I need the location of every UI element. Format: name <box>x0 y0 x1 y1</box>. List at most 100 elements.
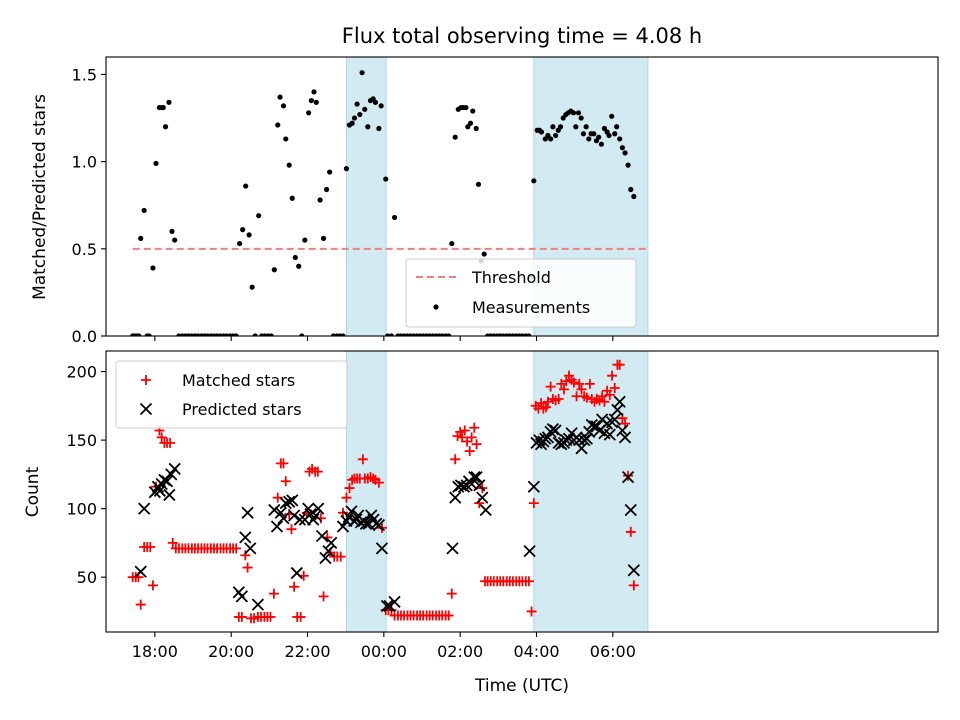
predicted-stars-point <box>345 505 358 518</box>
matched-stars-point <box>581 392 592 403</box>
measurement-point <box>249 284 255 290</box>
measurement-point <box>327 169 333 175</box>
bottom-y-tick-label: 50 <box>77 568 97 587</box>
measurement-point <box>619 145 625 151</box>
measurement-point <box>268 333 274 336</box>
matched-stars-point <box>135 599 146 610</box>
bottom-y-tick-label: 200 <box>66 363 97 382</box>
x-tick-label: 18:00 <box>132 642 178 661</box>
measurement-point <box>467 120 474 126</box>
predicted-stars-point <box>325 536 338 550</box>
top-plot-area <box>130 70 648 336</box>
matched-stars-point <box>628 580 639 591</box>
matched-stars-point <box>471 439 482 450</box>
predicted-stars-point <box>370 517 383 530</box>
matched-stars-point <box>614 359 625 370</box>
predicted-stars-point <box>235 590 249 603</box>
matched-stars-point <box>167 537 178 548</box>
predicted-stars-point <box>446 542 459 555</box>
flux-ratio-panel: 0.0 0.5 1.0 1.5 Threshold Measurements <box>72 56 939 346</box>
predicted-stars-point <box>449 491 462 504</box>
predicted-stars-point <box>168 462 181 476</box>
predicted-stars-point <box>277 512 290 525</box>
measurement-point <box>311 89 317 95</box>
figure-title: Flux total observing time = 4.08 h <box>342 24 702 48</box>
predicted-stars-point <box>621 470 635 484</box>
matched-stars-point <box>625 526 636 537</box>
matched-stars-point <box>455 426 466 437</box>
measurement-point <box>628 186 634 193</box>
measurement-point <box>359 70 365 76</box>
measurement-point <box>596 134 602 140</box>
measurement-point <box>475 181 482 187</box>
measurement-point <box>146 333 152 336</box>
bottom-shaded-interval-0 <box>345 350 387 633</box>
measurement-point <box>138 235 144 241</box>
measurement-point <box>376 125 382 132</box>
matched-stars-point <box>295 611 306 622</box>
matched-stars-point <box>289 581 300 592</box>
measurement-point <box>598 141 604 147</box>
predicted-stars-point <box>315 529 329 543</box>
top-shaded-interval-0 <box>345 56 387 337</box>
predicted-stars-point <box>611 403 624 417</box>
predicted-stars-point <box>138 502 151 515</box>
predicted-stars-point <box>251 598 265 611</box>
matched-stars-point <box>599 396 610 407</box>
matched-stars-point <box>312 466 323 477</box>
measurement-point <box>591 131 597 137</box>
measurement-point <box>531 178 537 184</box>
x-tick-label: 00:00 <box>361 642 407 661</box>
measurement-point <box>317 197 323 203</box>
measurement-point <box>552 132 559 139</box>
measurement-point <box>306 110 312 116</box>
measurement-point <box>252 333 258 336</box>
measurement-point <box>340 333 346 336</box>
predicted-stars-point <box>312 502 325 515</box>
predicted-stars-point <box>527 480 540 493</box>
matched-stars-point <box>558 384 569 395</box>
predicted-stars-point <box>616 424 629 437</box>
predicted-stars-point <box>375 542 389 555</box>
top-y-tick-label: 0.5 <box>72 240 97 259</box>
predicted-stars-point <box>580 432 594 445</box>
measurement-point <box>586 136 592 142</box>
measurement-point <box>286 162 292 168</box>
measurement-point <box>383 176 389 182</box>
matched-stars-point <box>156 432 167 443</box>
predicted-stars-point <box>372 518 386 532</box>
predicted-stars-point <box>244 542 257 555</box>
top-y-tick-label: 1.0 <box>72 153 97 172</box>
matched-stars-point <box>278 458 289 469</box>
measurement-point <box>172 237 178 243</box>
matched-stars-point <box>236 611 247 622</box>
matched-stars-point <box>344 483 355 494</box>
measurement-point <box>256 213 262 219</box>
measurement-point <box>388 333 395 336</box>
measurement-point <box>578 115 584 121</box>
predicted-stars-point <box>578 433 591 447</box>
measurement-point <box>292 254 298 261</box>
measurement-point <box>452 134 458 140</box>
matched-stars-point <box>526 606 537 617</box>
predicted-stars-point <box>165 468 178 481</box>
measurement-point <box>246 232 252 238</box>
matched-stars-point <box>347 474 358 485</box>
predicted-stars-point <box>618 431 632 444</box>
bottom-axes-frame <box>105 350 939 633</box>
measurement-point <box>160 104 166 111</box>
star-count-panel: 50 100 150 200 18:00 20:00 22:00 00:00 02:00 04:0… <box>66 350 939 661</box>
measurement-point <box>150 265 156 271</box>
top-y-axis-label: Matched/Predicted stars <box>30 94 50 300</box>
measurement-point <box>169 228 175 234</box>
predicted-stars-point <box>613 395 626 408</box>
measurement-point <box>243 183 249 189</box>
predicted-stars-point <box>239 531 252 544</box>
predicted-stars-point <box>270 520 284 533</box>
measurement-point <box>573 124 579 130</box>
matched-stars-point <box>541 402 552 413</box>
measurement-point <box>622 150 628 156</box>
measurement-point <box>631 193 637 200</box>
bottom-legend-box <box>115 360 348 429</box>
